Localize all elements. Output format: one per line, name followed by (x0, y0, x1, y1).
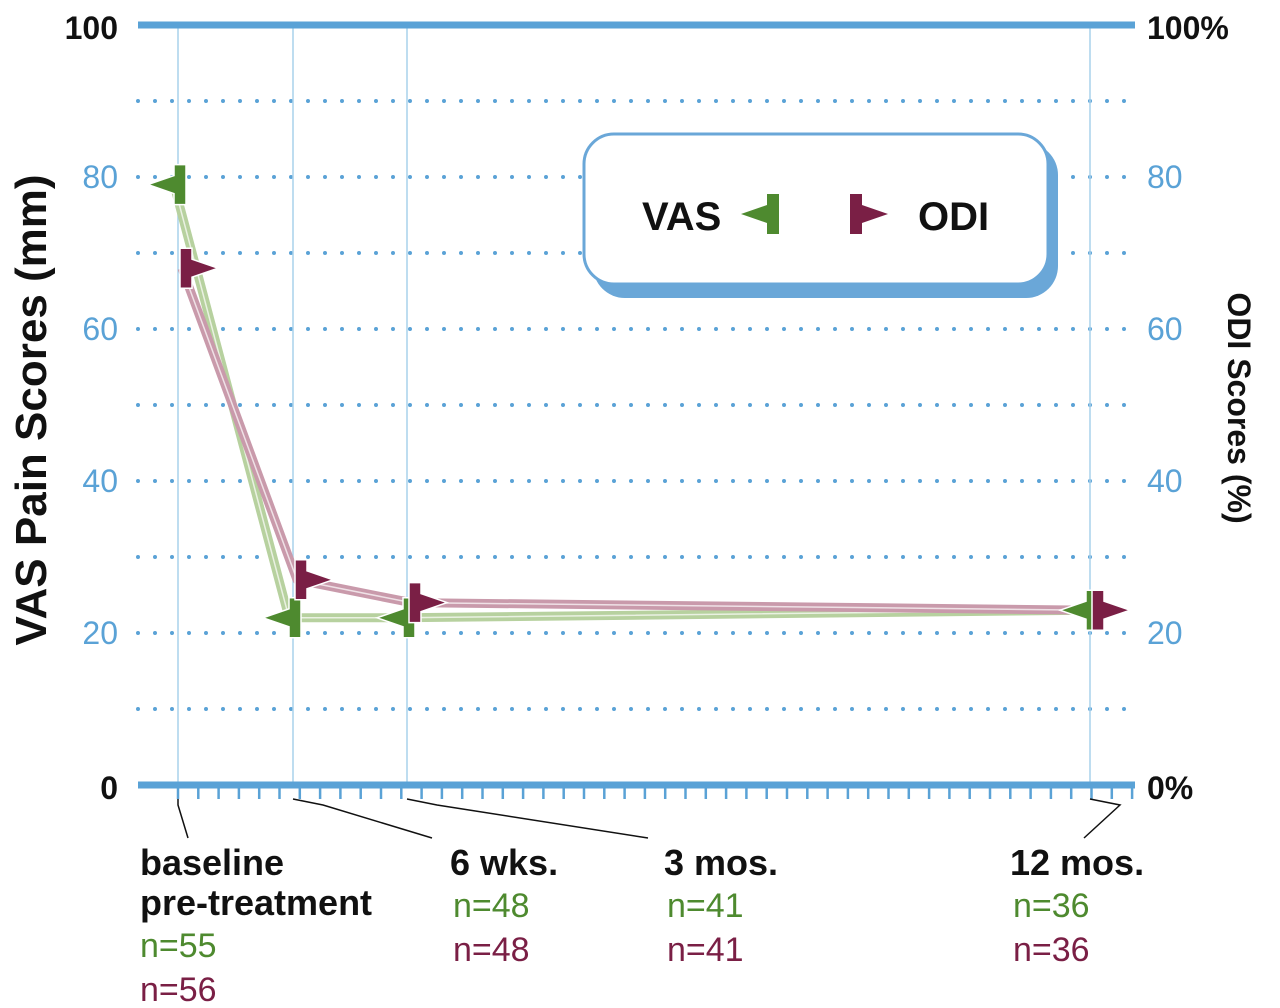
x-leader-line (406, 798, 649, 839)
y-axis-left-title: VAS Pain Scores (mm) (7, 174, 56, 645)
y-tick-right: 40 (1147, 463, 1183, 499)
n-label-odi: n=41 (667, 931, 744, 969)
y-tick-right: 80 (1147, 159, 1183, 195)
y-tick-right: 20 (1147, 615, 1183, 651)
y-axis-right-title: ODI Scores (%) (1221, 292, 1257, 523)
series-line-odi (177, 266, 1095, 615)
series-lines (169, 183, 1095, 623)
x-tick-label: pre-treatment (140, 882, 372, 923)
n-label-odi: n=36 (1013, 931, 1090, 969)
x-leader-line (292, 798, 433, 839)
n-label-vas: n=48 (453, 887, 530, 925)
y-tick-left: 100 (65, 10, 118, 46)
y-tick-left: 60 (82, 311, 118, 347)
legend: VAS ODI (582, 132, 1058, 298)
n-label-vas: n=41 (667, 887, 744, 925)
marker-vas (260, 597, 302, 639)
y-tick-right: 100% (1147, 10, 1229, 46)
marker-odi (294, 559, 336, 601)
n-label-odi: n=56 (140, 971, 217, 1008)
legend-label-odi: ODI (918, 195, 989, 239)
legend-marker-odi (850, 194, 888, 234)
x-tick-label: 12 mos. (1010, 842, 1144, 883)
marker-odi (1091, 589, 1133, 631)
n-label-vas: n=36 (1013, 887, 1090, 925)
axes (138, 21, 1135, 799)
y-tick-right: 60 (1147, 311, 1183, 347)
legend-box (582, 132, 1050, 286)
marker-odi (179, 247, 221, 289)
x-tick-label: 6 wks. (450, 842, 558, 883)
y-tick-left: 0 (100, 770, 118, 806)
x-leader-line (1083, 798, 1122, 839)
x-tick-label: baseline (140, 842, 284, 883)
y-tick-right: 0% (1147, 770, 1193, 806)
legend-symbol-odi (850, 194, 888, 234)
series-line-highlight-odi (181, 267, 1095, 611)
legend-marker-vas (741, 194, 779, 234)
marker-odi (408, 581, 450, 624)
y-ticks-left: 0 20 40 60 80 100 (65, 10, 118, 806)
x-tick-label: 3 mos. (664, 842, 778, 883)
legend-label-vas: VAS (642, 195, 721, 239)
y-tick-left: 20 (82, 615, 118, 651)
y-ticks-right: 0% 20 40 60 80 100% (1147, 10, 1229, 806)
marker-vas (145, 163, 187, 206)
x-leader-line (177, 799, 189, 839)
data-markers (145, 163, 1133, 639)
n-label-vas: n=55 (140, 927, 217, 965)
legend-symbol-vas (741, 194, 779, 234)
y-tick-left: 80 (82, 159, 118, 195)
y-tick-left: 40 (82, 463, 118, 499)
n-label-odi: n=48 (453, 931, 530, 969)
grid (136, 25, 1137, 785)
